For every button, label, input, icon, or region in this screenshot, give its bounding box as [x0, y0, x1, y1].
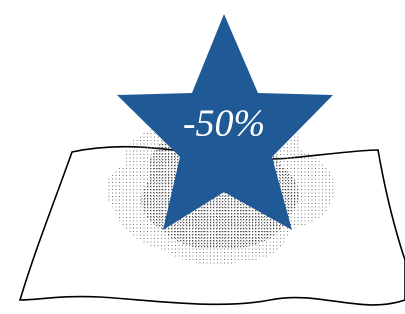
discount-label: -50%: [183, 103, 265, 145]
illustration: -50%: [0, 0, 405, 314]
page: {"badge": {"label": "-50%"}} -50% (() =>…: [0, 0, 405, 314]
